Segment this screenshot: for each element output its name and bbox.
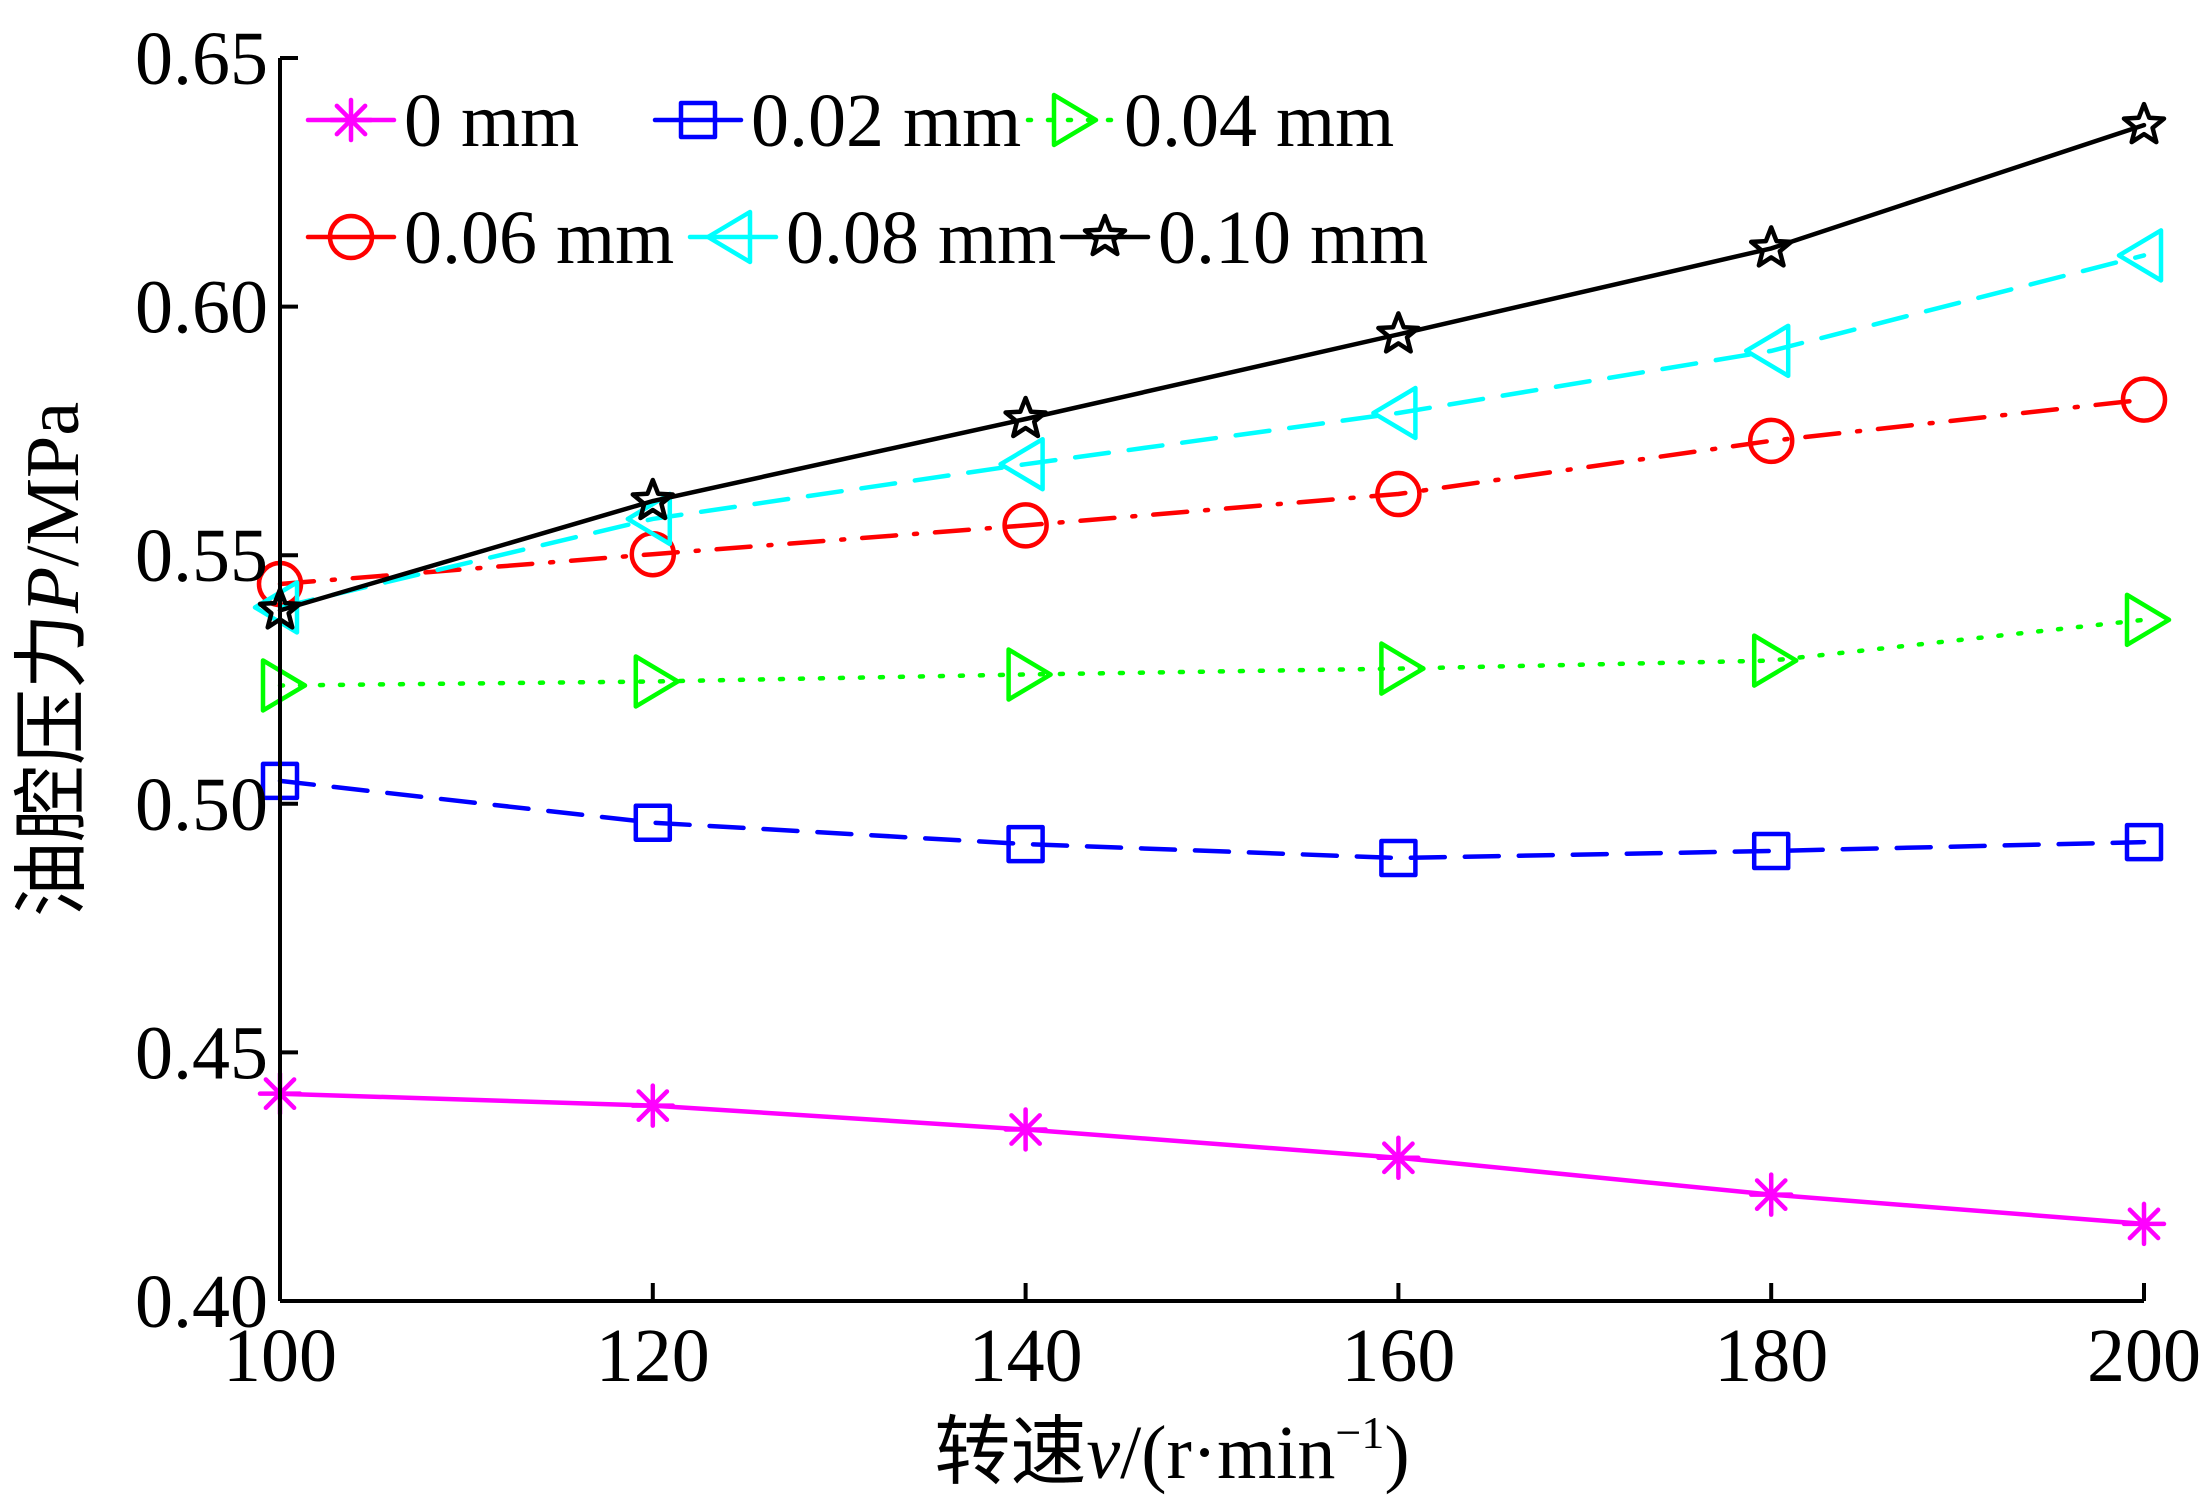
legend-item: 0.06 mm [305,196,674,280]
series-0_06-mm [256,376,2168,608]
series-line [277,253,2147,610]
data-point [2120,376,2168,423]
y-tick-label: 0.65 [135,17,268,101]
x-tick-label: 160 [1341,1314,1455,1398]
y-tick-label: 0.50 [135,763,268,847]
x-axis-title: 转速v/(r·min−1) [934,1407,1409,1495]
legend-item: 0.04 mm [1025,79,1394,163]
y-axis-title-var: P [11,567,95,614]
data-point [998,436,1045,492]
data-point [625,491,673,547]
y-tick-label: 0.45 [135,1011,268,1095]
data-point [1747,417,1795,465]
data-point [2121,101,2167,145]
series-line [277,397,2147,587]
series-line [277,1091,2147,1227]
x-tick-label: 120 [596,1314,710,1398]
data-point [1006,647,1053,702]
legend-item: 0.02 mm [652,79,1021,163]
x-axis-title-close: ) [1384,1411,1409,1495]
legend-item: 0.08 mm [687,196,1056,280]
data-point [260,658,308,713]
x-axis-title-sup: −1 [1335,1407,1384,1458]
data-point [1748,1172,1794,1217]
legend-marker-icon [1051,92,1099,148]
series-line [277,617,2147,688]
legend-marker-icon [705,209,753,265]
data-point [633,803,673,842]
series-0_08-mm [252,228,2164,635]
data-point [2116,228,2164,283]
data-point [1371,385,1418,441]
series-line [277,778,2147,861]
series-0_02-mm [260,761,2164,878]
data-point [1751,633,1799,688]
data-point [630,1083,676,1128]
data-point [1751,831,1791,871]
series-line [277,122,2147,613]
legend-label: 0.08 mm [786,196,1056,280]
data-point [1002,502,1049,549]
legend-marker-icon [327,213,375,261]
legend-item: 0.10 mm [1059,196,1428,280]
data-point [1743,323,1791,379]
legend-marker-icon [678,100,718,140]
x-tick-label: 140 [969,1314,1083,1398]
data-point [2124,592,2172,648]
legend: 0 mm 0.02 mm 0.04 mm 0.06 mm 0.08 mm 0.10 mm [305,79,1428,280]
legend-marker-icon [1082,213,1128,257]
legend-label: 0.04 mm [1124,79,1394,163]
y-axis-title-prefix: 油腔压力 [11,613,95,917]
data-point [1748,225,1794,268]
series-layer [252,101,2172,1247]
data-point [1376,311,1421,354]
x-tick-label: 200 [2087,1314,2201,1398]
y-ticks: 0.40 0.45 0.50 0.55 0.60 0.65 [135,17,298,1344]
legend-label: 0.02 mm [751,79,1021,163]
x-tick-label: 100 [223,1314,337,1398]
legend-label: 0 mm [404,79,579,163]
y-tick-label: 0.55 [135,514,268,598]
x-axis-title-var: v [1086,1411,1120,1495]
legend-item: 0 mm [305,79,579,163]
series-0_04-mm [260,592,2172,713]
x-ticks: 100 120 140 160 180 200 [223,1283,2201,1398]
data-point [2121,1201,2167,1247]
axes [278,58,2144,1303]
y-tick-label: 0.60 [135,266,268,350]
series-0_10-mm [257,101,2167,630]
y-axis-title-unit: /MPa [11,402,95,567]
series-0-mm [257,1071,2167,1247]
data-point [1379,641,1426,696]
data-point [1379,838,1418,878]
y-axis-title: 油腔压力P/MPa [11,402,95,917]
data-point [1003,395,1048,439]
data-point [2124,822,2164,862]
data-point [1003,1107,1048,1152]
x-axis-title-unit: /(r·min [1120,1411,1335,1495]
legend-label: 0.10 mm [1158,196,1428,280]
legend-label: 0.06 mm [404,196,674,280]
data-point [1006,824,1045,864]
y-tick-label: 0.40 [135,1260,268,1344]
data-point [1376,1135,1421,1181]
x-axis-title-prefix: 转速 [934,1411,1086,1495]
data-point [1375,470,1422,518]
legend-marker-icon [328,97,374,143]
data-point [630,477,676,521]
data-point [633,654,681,709]
x-tick-label: 180 [1714,1314,1828,1398]
